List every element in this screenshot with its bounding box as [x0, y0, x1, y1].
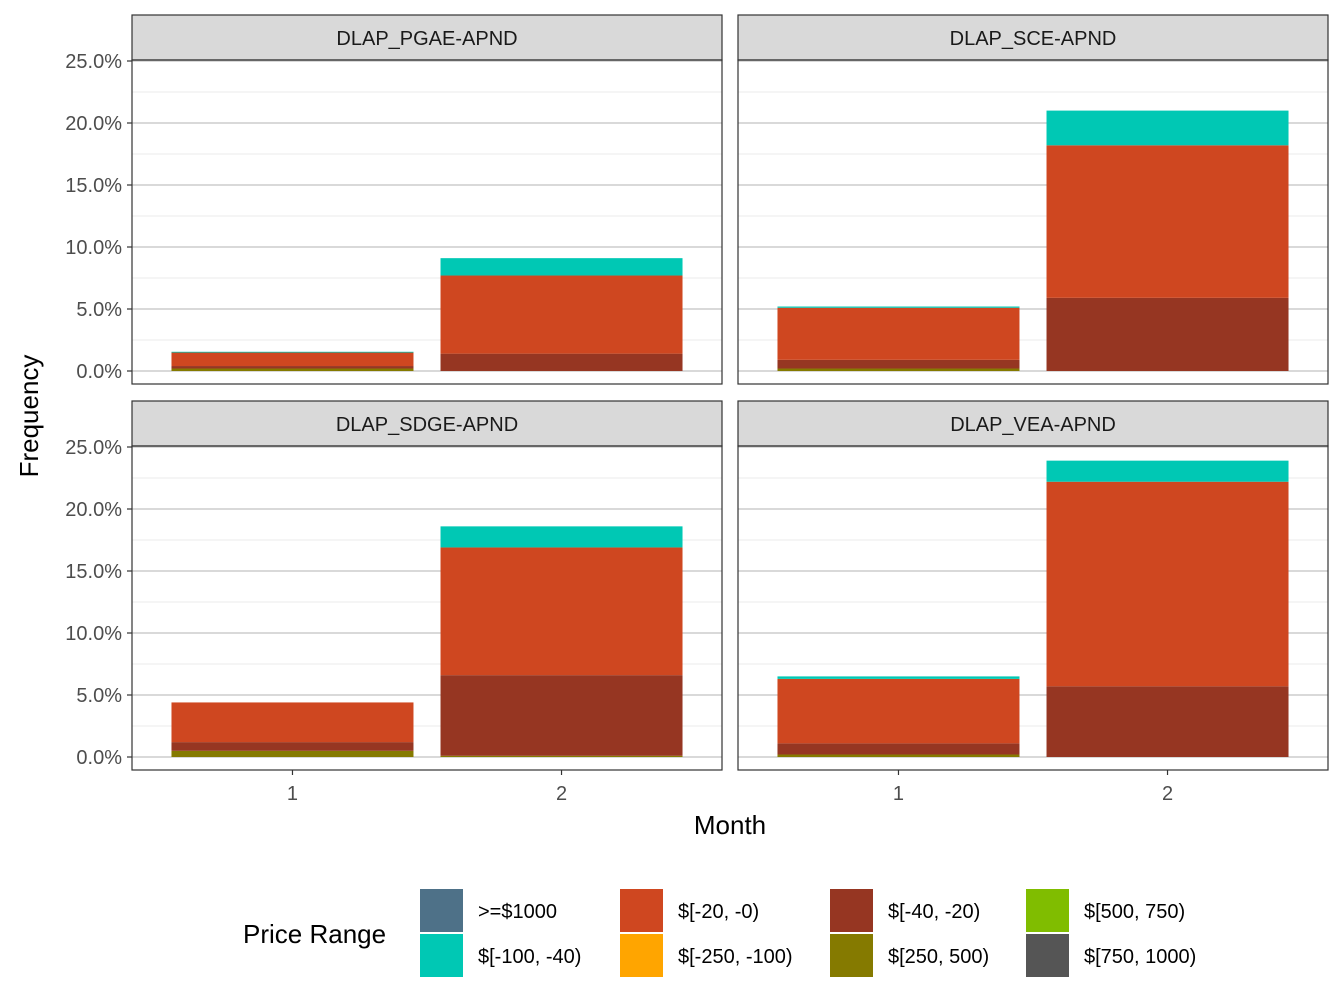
bar-segment: [440, 755, 683, 757]
facet-title: DLAP_PGAE-APND: [336, 28, 517, 50]
x-axis-tick-labels: 1 2 1 2: [287, 770, 1173, 805]
bar-segment: [171, 368, 414, 371]
legend-swatch: [420, 889, 463, 932]
bar-segment: [777, 359, 1020, 369]
facet-title: DLAP_SCE-APND: [950, 28, 1117, 50]
bar-segment: [171, 366, 414, 369]
panel-border: [131, 445, 723, 771]
legend-label: $[500, 750): [1084, 901, 1185, 923]
y-tick-label: 5.0%: [76, 685, 122, 707]
x-axis-title: Month: [694, 810, 766, 840]
legend-label: >=$1000: [478, 901, 557, 923]
legend-swatch: [830, 889, 873, 932]
bar-segment: [440, 258, 683, 276]
bar-segment: [171, 351, 414, 353]
bar-segment: [777, 743, 1020, 755]
facet-title: DLAP_SDGE-APND: [336, 414, 518, 436]
bar-segment: [1046, 145, 1289, 298]
legend-label: $[750, 1000): [1084, 946, 1196, 968]
bar-segment: [440, 353, 683, 371]
bar-segment: [440, 275, 683, 354]
legend-swatch: [420, 934, 463, 977]
facet-strip: [131, 400, 723, 447]
panel-border: [737, 445, 1329, 771]
x-tick-label: 2: [556, 783, 567, 805]
legend-swatch: [830, 934, 873, 977]
panel-border: [131, 59, 723, 385]
bar-segment: [440, 675, 683, 756]
y-tick-label: 25.0%: [65, 437, 122, 459]
bar-segment: [440, 547, 683, 676]
x-tick-label: 1: [893, 783, 904, 805]
y-tick-label: 10.0%: [65, 237, 122, 259]
y-tick-label: 5.0%: [76, 299, 122, 321]
y-tick-label: 20.0%: [65, 499, 122, 521]
y-tick-label: 25.0%: [65, 51, 122, 73]
y-tick-label: 0.0%: [76, 361, 122, 383]
bar-segment: [440, 526, 683, 548]
x-tick-label: 1: [287, 783, 298, 805]
bar-segment: [171, 750, 414, 757]
bar-segment: [1046, 686, 1289, 757]
bar-segment: [777, 307, 1020, 360]
bar-segment: [777, 676, 1020, 679]
facet-strip: [131, 14, 723, 61]
y-tick-label: 20.0%: [65, 113, 122, 135]
bar-segment: [171, 742, 414, 751]
panel-border: [737, 59, 1329, 385]
facet-title: DLAP_VEA-APND: [950, 414, 1116, 436]
y-tick-label: 0.0%: [76, 747, 122, 769]
bar-segment: [777, 678, 1020, 744]
legend-swatch: [620, 889, 663, 932]
legend-label: $[-20, -0): [678, 901, 759, 923]
facet-strip: [737, 400, 1329, 447]
bar-segment: [1046, 110, 1289, 146]
y-axis-title: Frequency: [14, 355, 44, 478]
bar-segment: [777, 368, 1020, 371]
bar-segment: [1046, 481, 1289, 687]
facet-panel: DLAP_SCE-APND: [737, 14, 1329, 385]
legend-label: $[-40, -20): [888, 901, 980, 923]
y-tick-label: 10.0%: [65, 623, 122, 645]
y-tick-label: 15.0%: [65, 561, 122, 583]
facet-panel: DLAP_SDGE-APND: [131, 400, 723, 771]
legend-swatch: [1026, 934, 1069, 977]
facet-panel: DLAP_VEA-APND: [737, 400, 1329, 771]
legend-swatch: [620, 934, 663, 977]
facet-panel: DLAP_PGAE-APND: [131, 14, 723, 385]
bar-segment: [777, 306, 1020, 308]
bar-segment: [171, 702, 414, 743]
legend-title: Price Range: [243, 919, 386, 949]
bar-segment: [1046, 460, 1289, 482]
y-axis-tick-labels: 0.0% 5.0% 10.0% 15.0% 20.0% 25.0% 0.0% 5.0% 10.0…: [65, 51, 132, 769]
legend-label: $[-250, -100): [678, 946, 793, 968]
facet-strip: [737, 14, 1329, 61]
x-tick-label: 2: [1162, 783, 1173, 805]
legend-swatch: [1026, 889, 1069, 932]
facet-panels: DLAP_PGAE-APND DLAP_SCE-APND DLAP_SDGE-APN…: [131, 14, 1329, 771]
bar-segment: [777, 754, 1020, 757]
bar-segment: [1046, 297, 1289, 371]
legend-label: $[250, 500): [888, 946, 989, 968]
legend-label: $[-100, -40): [478, 946, 581, 968]
y-tick-label: 15.0%: [65, 175, 122, 197]
legend: Price Range >=$1000 $[-100, -40) $[-20, -0…: [243, 889, 1196, 977]
bar-segment: [171, 352, 414, 367]
